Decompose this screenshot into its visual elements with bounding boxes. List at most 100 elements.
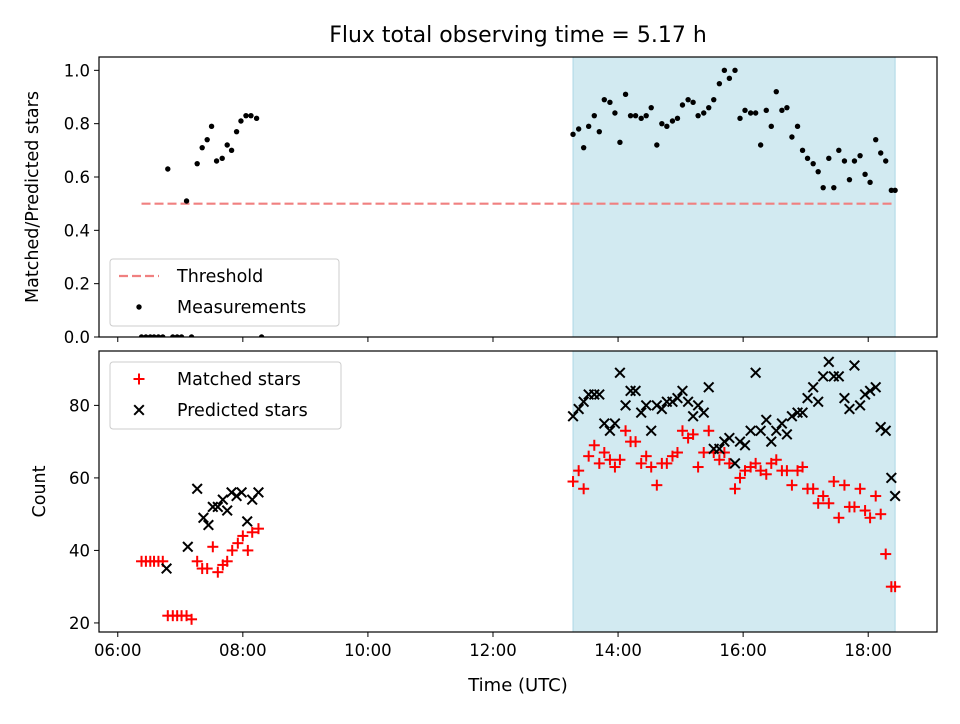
marker-stroke [598,418,610,430]
data-point [838,392,850,404]
marker-stroke [567,410,579,422]
data-point [617,139,623,146]
marker-stroke [614,367,626,379]
data-point [789,134,795,140]
marker-stroke [620,399,632,411]
y-tick-label: 0.0 [64,328,90,347]
data-point [880,425,892,437]
data-point [588,439,600,451]
data-point [609,418,621,430]
data-point [671,447,683,459]
data-point [854,483,866,495]
data-point [857,152,863,159]
data-point [870,381,882,393]
data-point [170,334,176,337]
data-point [755,465,767,477]
data-point [701,110,707,116]
marker-stroke [221,505,233,517]
data-point [656,403,668,415]
data-point [757,142,764,148]
data-point [870,490,882,502]
data-point [802,392,814,404]
marker-stroke [755,425,767,437]
data-point [233,128,240,135]
data-point [781,465,793,477]
x-tick-label: 10:00 [344,641,392,660]
data-point [716,80,723,87]
data-point [226,544,238,556]
marker-stroke [698,407,710,419]
marker-stroke [635,407,647,419]
marker-stroke [770,425,782,437]
data-point [713,443,725,455]
y-tick-label: 0.6 [64,168,90,187]
data-point [607,99,613,106]
data-point [238,118,244,124]
data-point [679,102,686,108]
data-point [734,472,746,484]
data-point [593,457,605,469]
data-point [841,158,848,164]
marker-stroke [833,370,845,382]
legend-box [109,361,342,430]
data-point [207,541,219,553]
data-point [596,128,602,135]
x-tick-label: 16:00 [719,641,767,660]
axes-frame [98,56,938,338]
data-point [682,396,694,408]
data-point [875,508,887,520]
marker-stroke [729,457,741,469]
legend-entry: Matched stars [133,370,301,390]
data-point [155,334,162,337]
data-point [614,367,626,379]
data-point [224,142,230,148]
marker-stroke [713,443,725,455]
data-point [575,126,582,132]
y-axis-label: Count [30,465,50,517]
series-predicted-stars [161,356,901,575]
data-point [848,501,860,513]
data-point [645,461,657,473]
data-point [779,107,785,114]
data-point [208,123,215,130]
data-point [768,123,774,130]
legend-label: Predicted stars [177,401,308,421]
legend-entry: Predicted stars [133,401,308,421]
data-point [246,526,258,538]
marker-stroke [197,512,209,524]
data-point [676,425,688,437]
data-point [221,555,233,567]
data-point [739,439,751,451]
data-point [232,537,244,549]
data-point [862,171,868,178]
data-point [570,131,576,138]
data-point [864,385,876,397]
data-point [864,512,876,524]
marker-stroke [682,396,694,408]
data-point [831,184,837,191]
data-point [640,399,652,411]
data-point [183,198,190,204]
data-point [635,457,647,469]
data-point [833,512,845,524]
marker-stroke [812,396,824,408]
data-point [687,428,699,440]
data-point [807,483,819,495]
data-point [237,530,249,542]
data-point [721,67,728,74]
data-point [585,123,592,130]
data-point [799,147,806,154]
marker-stroke [241,515,253,527]
data-point [885,472,897,484]
data-point [151,334,157,337]
marker-stroke [885,472,897,484]
data-point [763,107,769,114]
data-point [174,334,180,337]
data-point [698,447,710,459]
data-point [669,118,676,124]
y-tick-label: 40 [69,541,90,560]
data-point [661,457,673,469]
series-matched-stars [136,425,901,625]
marker-stroke [252,486,264,498]
